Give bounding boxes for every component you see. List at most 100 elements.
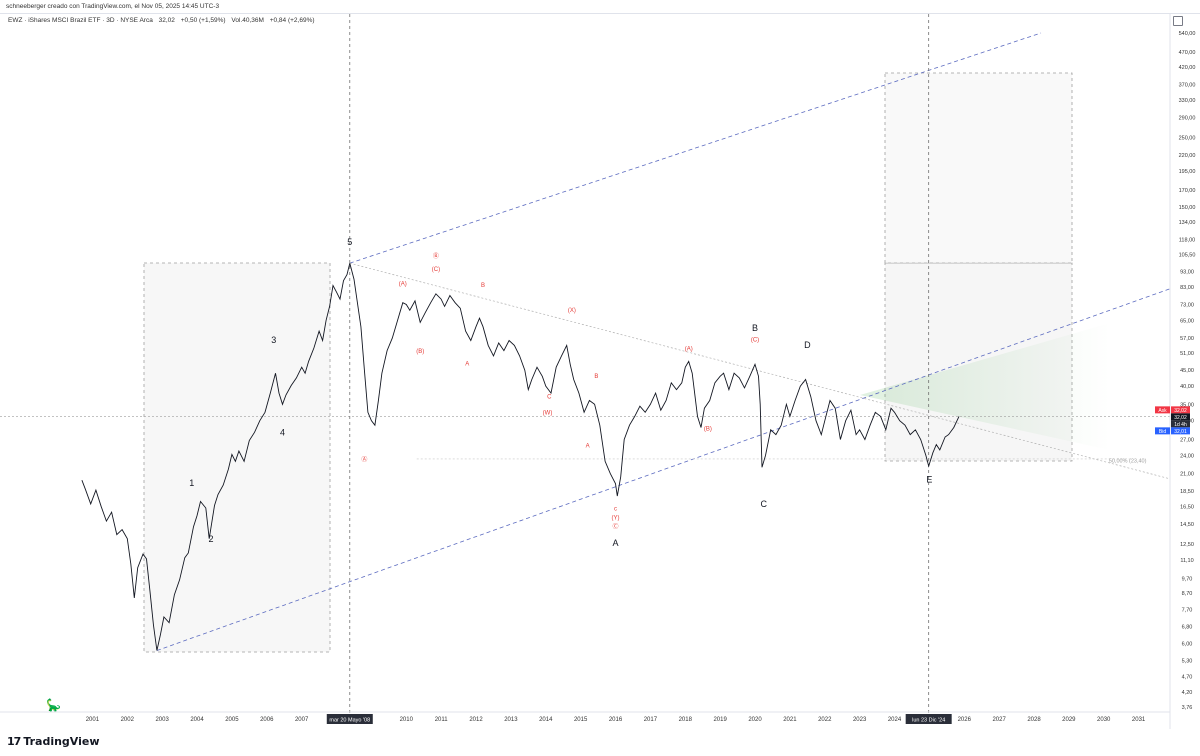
timer-box xyxy=(1171,420,1190,428)
y-tick-label: 7,70 xyxy=(1182,608,1193,614)
x-tick-label: 2029 xyxy=(1062,717,1076,723)
y-tick-label: 57,00 xyxy=(1180,336,1194,342)
lower-channel-line xyxy=(156,288,1171,651)
bid-value: 32,01 xyxy=(1174,429,1187,435)
y-tick-label: 195,00 xyxy=(1179,169,1196,175)
wave-label: 1 xyxy=(189,478,194,488)
ask-label: Ask xyxy=(1158,408,1167,414)
tradingview-logo[interactable]: 17 TradingView xyxy=(7,735,100,748)
shaded-zones xyxy=(143,72,1110,653)
y-tick-label: 134,00 xyxy=(1179,220,1196,226)
sub-wave-label: C xyxy=(547,395,552,401)
sub-wave-label: (Y) xyxy=(612,515,620,521)
bid-label-box xyxy=(1155,427,1170,435)
y-tick-label: 150,00 xyxy=(1179,205,1196,211)
sub-wave-label: c xyxy=(614,506,617,512)
sub-wave-label: B xyxy=(594,374,598,380)
chart-top-border xyxy=(0,13,1200,14)
y-tick-label: 420,00 xyxy=(1179,65,1196,71)
y-tick-label: 16,50 xyxy=(1180,504,1194,510)
y-tick-label: 12,50 xyxy=(1180,542,1194,548)
sub-wave-label: Ⓐ xyxy=(361,455,367,463)
y-tick-label: 73,00 xyxy=(1180,303,1194,309)
attribution-text: schneeberger creado con TradingView.com,… xyxy=(6,3,220,10)
date-badge-label: mar 20 Mayo '08 xyxy=(329,718,370,724)
wave-label: 2 xyxy=(208,534,213,544)
dino-icon: 🦕 xyxy=(46,698,61,712)
gear-icon[interactable] xyxy=(1173,16,1183,26)
y-tick-label: 370,00 xyxy=(1179,82,1196,88)
time-axis[interactable]: 2001 2002 2003 2004 2005 2006 2007 2010 2011 2012… xyxy=(0,711,1170,724)
wave-label: 4 xyxy=(280,428,285,438)
y-tick-label: 93,00 xyxy=(1180,270,1194,276)
x-tick-label: 2001 xyxy=(86,717,100,723)
x-tick-label: 2020 xyxy=(748,717,762,723)
symbol-name[interactable]: EWZ · iShares MSCI Brazil ETF · 3D · NYS… xyxy=(8,17,153,24)
wave-label: E xyxy=(926,474,932,484)
price-line xyxy=(81,263,960,651)
x-tick-label: 2014 xyxy=(539,717,553,723)
y-tick-label: 330,00 xyxy=(1179,98,1196,104)
sub-wave-label: (C) xyxy=(751,338,759,344)
ask-value-box xyxy=(1171,406,1190,414)
y-tick-label: 4,70 xyxy=(1182,675,1193,681)
y-tick-label: 51,00 xyxy=(1180,351,1194,357)
x-tick-label: 2011 xyxy=(435,717,449,723)
x-tick-label: 2010 xyxy=(400,717,414,723)
date-badge-label: lun 23 Dic '24 xyxy=(912,718,945,724)
x-tick-label: 2028 xyxy=(1027,717,1041,723)
sub-wave-label: Ⓒ xyxy=(613,523,619,531)
wave-label: C xyxy=(760,499,767,509)
wave-label: A xyxy=(613,538,619,548)
price-axis[interactable]: 540,00 470,00 420,00 370,00 330,00 290,00 250,… xyxy=(1169,14,1196,729)
last-value: 32,02 xyxy=(1174,415,1187,421)
wave-label: D xyxy=(804,340,811,350)
y-tick-label: 250,00 xyxy=(1179,135,1196,141)
price-chart[interactable]: 1 2 3 4 5 A B C D E Ⓑ (C) (A) B (B) A (X) B C (W) A Ⓐ (A) (C) (B… xyxy=(0,0,1200,729)
symbol-legend[interactable]: EWZ · iShares MSCI Brazil ETF · 3D · NYS… xyxy=(8,17,319,24)
y-tick-label: 65,00 xyxy=(1180,318,1194,324)
timer-value: 1d 4h xyxy=(1174,422,1187,428)
x-tick-label: 2026 xyxy=(958,717,972,723)
x-tick-label: 2015 xyxy=(574,717,588,723)
x-tick-label: 2006 xyxy=(260,717,274,723)
last-price: 32,02 xyxy=(158,17,175,24)
y-tick-label: 21,00 xyxy=(1180,472,1194,478)
sub-wave-label: Ⓑ xyxy=(433,252,439,260)
bid-label: Bid xyxy=(1159,429,1166,435)
date-badge xyxy=(905,714,952,724)
target-box-upper xyxy=(884,72,1073,264)
sub-wave-label: (A) xyxy=(685,347,693,353)
x-tick-label: 2004 xyxy=(190,717,204,723)
x-tick-label: 2030 xyxy=(1097,717,1111,723)
x-tick-label: 2019 xyxy=(713,717,727,723)
footer xyxy=(0,729,1200,756)
wave-label: 3 xyxy=(271,335,276,345)
bid-value-box xyxy=(1171,427,1190,435)
x-tick-label: 2003 xyxy=(155,717,169,723)
x-tick-label: 2018 xyxy=(679,717,693,723)
trendlines xyxy=(0,14,1171,719)
y-tick-label: 6,00 xyxy=(1182,642,1193,648)
y-tick-label: 35,00 xyxy=(1180,402,1194,408)
x-tick-label: 2002 xyxy=(121,717,135,723)
x-tick-label: 2021 xyxy=(783,717,797,723)
brand-name: TradingView xyxy=(23,735,100,748)
x-tick-label: 2023 xyxy=(853,717,867,723)
y-tick-label: 470,00 xyxy=(1179,50,1196,56)
y-tick-label: 14,50 xyxy=(1180,522,1194,528)
x-tick-label: 2016 xyxy=(609,717,623,723)
price-change: +0,50 (+1,59%) xyxy=(180,17,226,24)
y-tick-label: 27,00 xyxy=(1180,437,1194,443)
y-tick-label: 45,00 xyxy=(1180,368,1194,374)
y-tick-label: 11,10 xyxy=(1180,558,1193,564)
volume-change: +0,84 (+2,69%) xyxy=(269,17,315,24)
sub-wave-label: A xyxy=(465,362,469,368)
x-tick-label: 2012 xyxy=(469,717,483,723)
ask-value: 32,02 xyxy=(1174,408,1187,414)
descending-resistance-line xyxy=(349,262,1171,480)
y-tick-label: 24,00 xyxy=(1180,453,1194,459)
x-tick-label: 2027 xyxy=(992,717,1006,723)
y-tick-label: 5,30 xyxy=(1182,658,1193,664)
